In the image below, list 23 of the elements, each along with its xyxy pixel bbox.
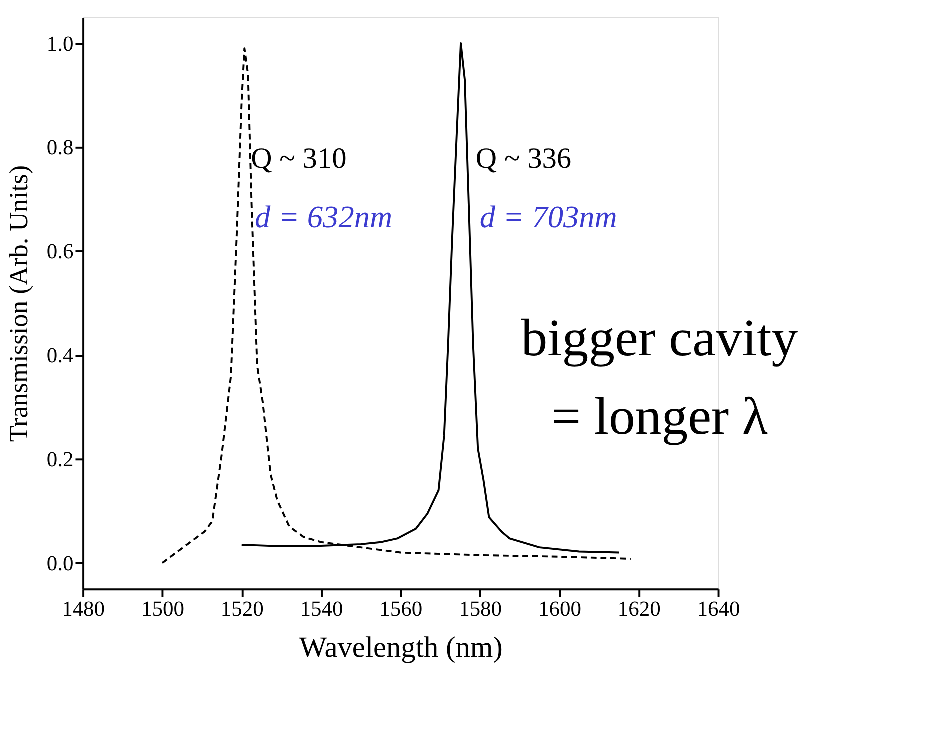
y-tick-label: 1.0 [46, 32, 74, 56]
y-tick-label: 0.2 [46, 448, 74, 472]
x-tick-label: 1500 [141, 597, 184, 622]
annotation: d = 703nm [480, 200, 618, 235]
x-tick-label: 1480 [62, 597, 106, 622]
x-tick-label: 1620 [618, 597, 661, 622]
y-tick-label: 0.0 [46, 551, 74, 576]
annotation: Q ~ 336 [476, 142, 572, 175]
x-tick-label: 1560 [380, 597, 423, 622]
annotation: d = 632nm [255, 200, 393, 235]
x-axis-title: Wavelength (nm) [299, 632, 503, 664]
y-axis-title: Transmission (Arb. Units) [3, 165, 34, 442]
annotation: = longer λ [551, 388, 768, 446]
x-tick-label: 1580 [459, 597, 502, 622]
annotation: Q ~ 310 [251, 142, 347, 175]
y-tick-label: 0.4 [46, 344, 74, 368]
x-tick-label: 1540 [300, 597, 344, 622]
y-tick-label: 0.8 [46, 136, 74, 160]
annotation: bigger cavity [521, 310, 799, 368]
x-tick-label: 1600 [538, 597, 582, 622]
y-tick-label: 0.6 [46, 240, 74, 264]
x-tick-label: 1640 [697, 597, 740, 622]
x-tick-label: 1520 [220, 597, 264, 622]
